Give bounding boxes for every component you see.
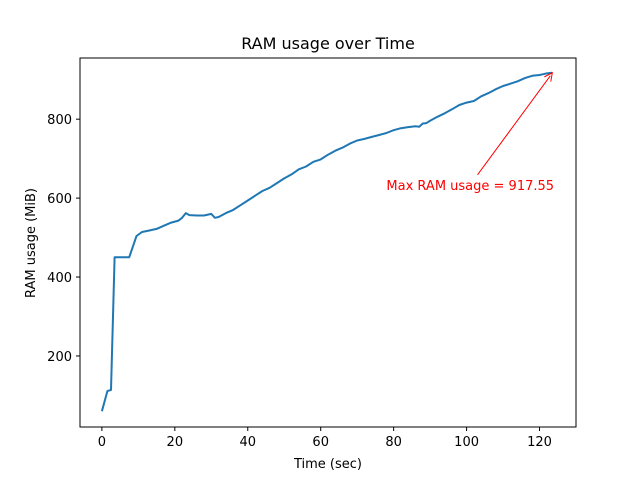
x-tick-label: 20 <box>167 435 184 450</box>
y-tick-label: 200 <box>47 350 72 365</box>
ram-usage-line <box>100 71 553 412</box>
annotation-group: Max RAM usage = 917.55 <box>386 71 554 194</box>
annotation-arrow-line <box>477 75 551 176</box>
x-tick-label: 80 <box>385 435 402 450</box>
y-tick-label: 600 <box>47 192 72 207</box>
x-axis-label: Time (sec) <box>293 457 362 472</box>
plot-area <box>79 57 577 428</box>
y-tick-label: 400 <box>47 271 72 286</box>
x-tick-label: 40 <box>239 435 256 450</box>
x-tick-label: 0 <box>98 435 106 450</box>
x-tick-label: 60 <box>312 435 329 450</box>
x-tick-label: 120 <box>527 435 552 450</box>
x-tick-label: 100 <box>454 435 479 450</box>
max-ram-annotation: Max RAM usage = 917.55 <box>386 179 554 194</box>
y-axis-label: RAM usage (MiB) <box>24 188 39 298</box>
x-axis-ticks: 0 20 40 60 80 100 120 <box>98 427 552 450</box>
y-axis-ticks: 200 400 600 800 <box>47 113 80 365</box>
chart-title: RAM usage over Time <box>241 34 415 53</box>
plot-frame <box>79 57 577 428</box>
y-tick-label: 800 <box>47 113 72 128</box>
annotation-arrow-head <box>544 71 553 82</box>
